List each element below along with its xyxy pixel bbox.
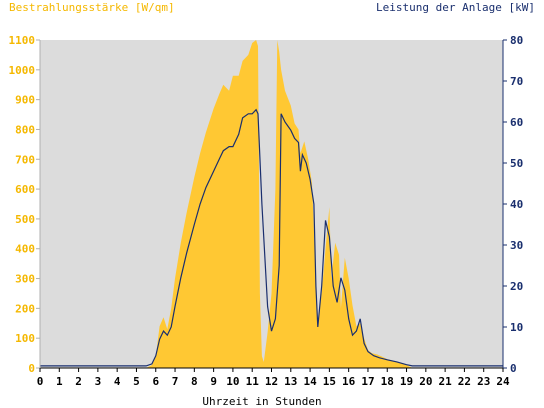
y-right-tick-label: 70 (510, 75, 523, 88)
y-left-tick-label: 700 (15, 153, 35, 166)
y-right-tick-label: 60 (510, 116, 523, 129)
x-tick-label: 5 (133, 375, 140, 388)
y-left-tick-label: 200 (15, 302, 35, 315)
x-tick-label: 6 (152, 375, 159, 388)
x-tick-label: 19 (400, 375, 413, 388)
x-tick-label: 10 (226, 375, 239, 388)
y-right-tick-label: 40 (510, 198, 523, 211)
x-tick-label: 13 (284, 375, 297, 388)
x-tick-label: 14 (303, 375, 317, 388)
x-tick-label: 0 (37, 375, 44, 388)
y-left-tick-label: 900 (15, 94, 35, 107)
x-tick-label: 23 (477, 375, 490, 388)
y-axis-right-title: Leistung der Anlage [kW] (376, 1, 535, 14)
y-right-tick-label: 10 (510, 321, 523, 334)
x-tick-label: 3 (95, 375, 102, 388)
y-right-tick-label: 30 (510, 239, 523, 252)
x-tick-label: 20 (419, 375, 432, 388)
irradiance-area-series (40, 40, 503, 368)
x-tick-label: 7 (172, 375, 179, 388)
x-tick-label: 2 (75, 375, 82, 388)
x-tick-label: 4 (114, 375, 121, 388)
y-right-tick-label: 0 (510, 362, 517, 375)
y-right-tick-label: 80 (510, 34, 523, 47)
x-tick-label: 24 (496, 375, 510, 388)
x-tick-label: 11 (246, 375, 260, 388)
y-axis-left-title: Bestrahlungsstärke [W/qm] (9, 1, 175, 14)
y-right-tick-label: 20 (510, 280, 523, 293)
y-left-tick-label: 1100 (9, 34, 36, 47)
x-axis-title: Uhrzeit in Stunden (202, 395, 321, 408)
y-left-tick-label: 600 (15, 183, 35, 196)
x-tick-label: 21 (439, 375, 453, 388)
x-tick-label: 1 (56, 375, 63, 388)
x-tick-label: 8 (191, 375, 198, 388)
x-tick-label: 17 (361, 375, 374, 388)
y-left-tick-label: 100 (15, 332, 35, 345)
power-line-series (40, 108, 503, 367)
x-tick-label: 18 (381, 375, 394, 388)
x-tick-label: 9 (210, 375, 217, 388)
x-tick-label: 22 (458, 375, 471, 388)
x-tick-label: 16 (342, 375, 356, 388)
y-left-tick-label: 0 (28, 362, 35, 375)
x-tick-label: 12 (265, 375, 278, 388)
x-tick-label: 15 (323, 375, 336, 388)
y-left-tick-label: 400 (15, 243, 35, 256)
y-left-tick-label: 1000 (9, 64, 36, 77)
y-left-tick-label: 300 (15, 273, 35, 286)
y-right-tick-label: 50 (510, 157, 523, 170)
y-left-tick-label: 500 (15, 213, 35, 226)
y-left-tick-label: 800 (15, 123, 35, 136)
